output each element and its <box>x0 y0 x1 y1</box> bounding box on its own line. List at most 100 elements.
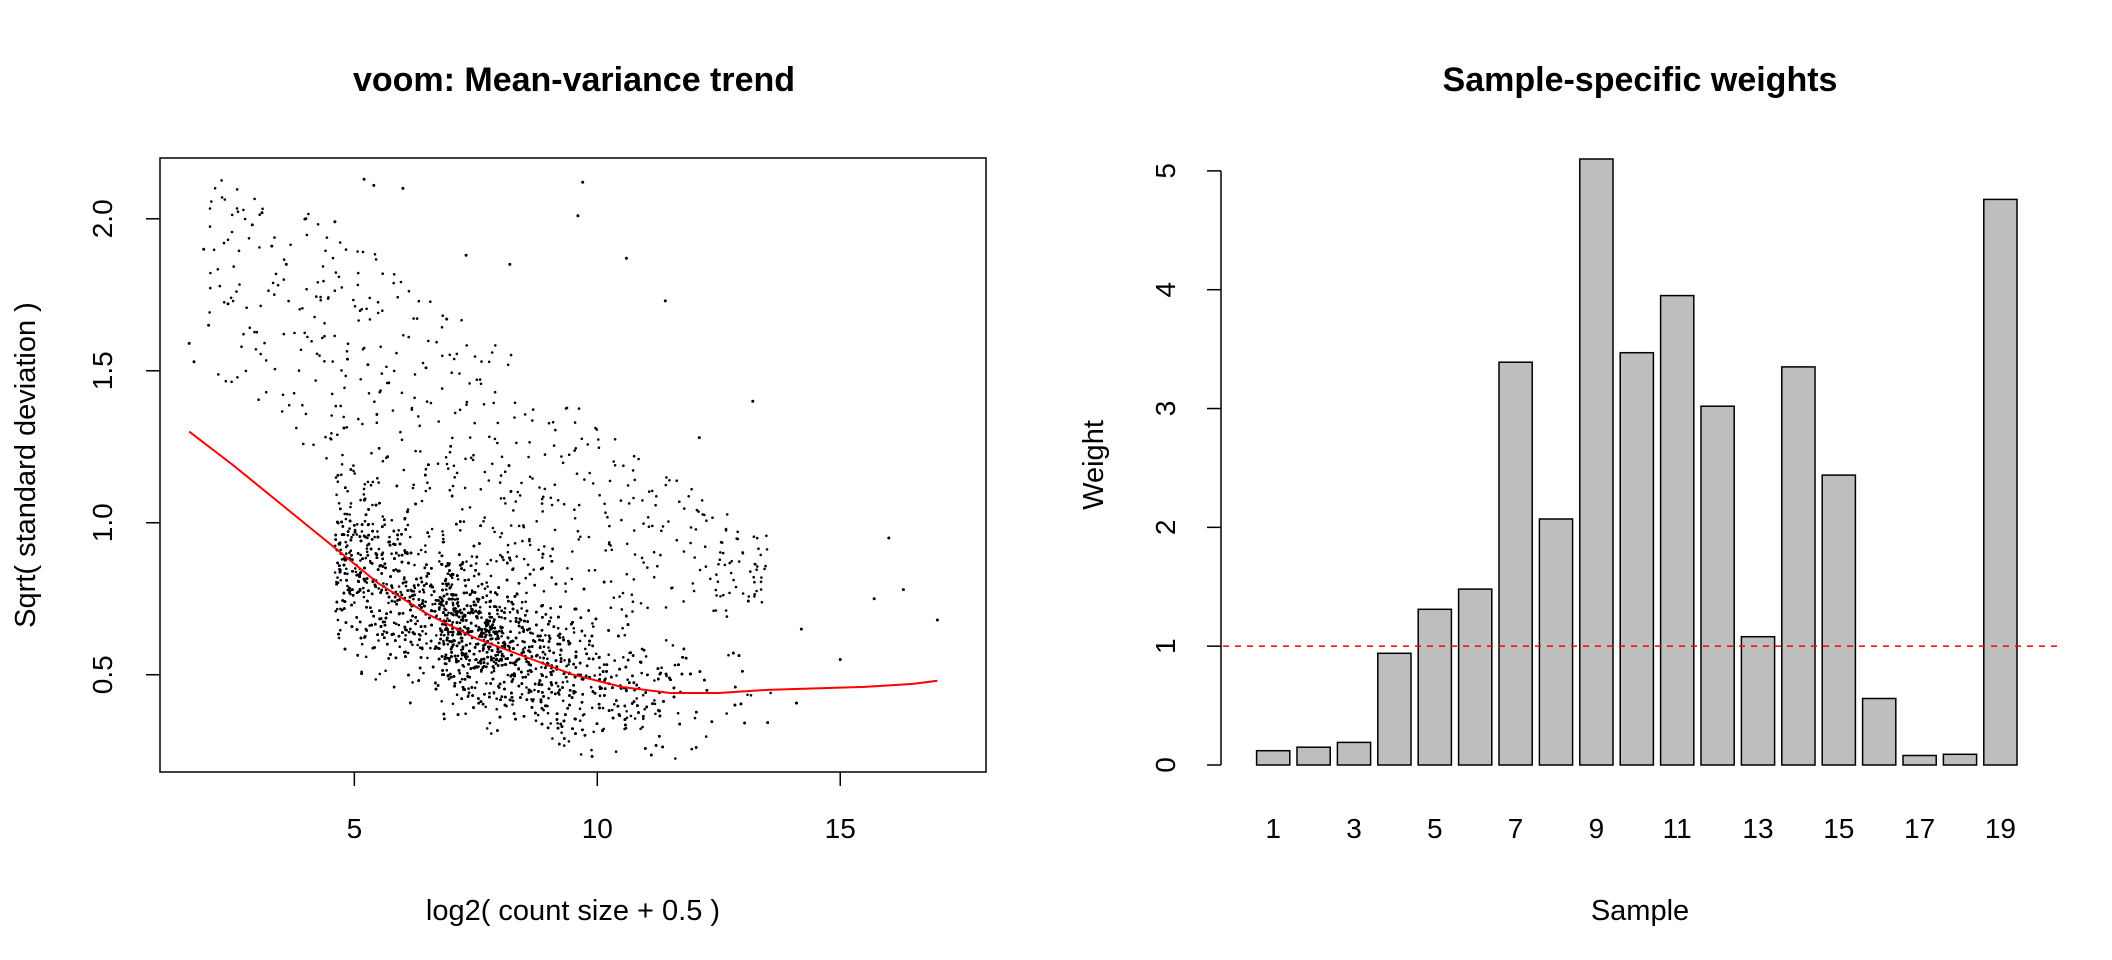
scatter-point <box>369 483 373 487</box>
scatter-point <box>525 686 528 689</box>
scatter-point <box>497 615 501 619</box>
scatter-point <box>385 582 389 586</box>
scatter-point <box>463 568 466 572</box>
scatter-point <box>362 586 365 590</box>
scatter-point <box>457 659 460 663</box>
scatter-point <box>490 671 493 674</box>
scatter-point <box>523 646 527 649</box>
scatter-point <box>486 662 489 665</box>
scatter-point <box>546 657 549 660</box>
scatter-point <box>492 660 496 663</box>
scatter-point <box>443 633 446 637</box>
scatter-point <box>660 666 663 669</box>
scatter-point <box>566 680 569 683</box>
scatter-point <box>412 597 415 601</box>
scatter-point <box>348 513 351 516</box>
scatter-point <box>625 716 629 720</box>
scatter-point <box>335 607 339 611</box>
scatter-point <box>374 678 378 681</box>
scatter-point <box>524 600 527 604</box>
scatter-point <box>348 527 351 530</box>
scatter-point <box>353 567 357 570</box>
scatter-point <box>613 703 616 706</box>
scatter-point <box>387 601 390 605</box>
scatter-point <box>466 672 469 675</box>
scatter-point <box>378 672 382 676</box>
scatter-point <box>373 535 377 539</box>
scatter-point <box>396 537 400 541</box>
scatter-point <box>551 737 554 740</box>
scatter-point <box>527 673 530 676</box>
scatter-point <box>467 691 471 694</box>
scatter-point <box>485 682 488 685</box>
scatter-point <box>467 687 470 690</box>
scatter-point <box>565 664 568 668</box>
scatter-point <box>442 639 445 643</box>
scatter-point <box>516 609 519 613</box>
scatter-point <box>449 630 453 634</box>
scatter-point <box>448 659 451 663</box>
scatter-point <box>366 480 370 484</box>
scatter-point <box>545 675 548 679</box>
scatter-point <box>508 611 512 614</box>
scatter-point <box>602 663 606 666</box>
scatter-point <box>447 633 450 636</box>
scatter-point <box>426 656 429 660</box>
scatter-point <box>427 535 431 538</box>
scatter-point <box>629 714 633 718</box>
scatter-point <box>448 488 452 492</box>
scatter-point <box>451 601 455 605</box>
scatter-point <box>578 707 582 710</box>
scatter-point <box>492 669 496 673</box>
scatter-point <box>556 685 560 688</box>
scatter-point <box>411 681 414 684</box>
scatter-point <box>440 622 444 626</box>
scatter-point <box>468 642 472 645</box>
scatter-point <box>727 653 730 657</box>
scatter-point <box>590 748 593 752</box>
scatter-point <box>480 631 483 635</box>
scatter-point <box>549 606 552 610</box>
scatter-point <box>495 707 499 711</box>
scatter-point <box>527 691 530 695</box>
scatter-point <box>673 663 677 667</box>
scatter-point <box>549 616 553 619</box>
scatter-point <box>447 677 451 681</box>
scatter-point <box>390 518 394 522</box>
scatter-point <box>416 619 419 623</box>
scatter-point <box>475 597 479 601</box>
scatter-point <box>450 576 454 579</box>
scatter-point <box>506 543 510 547</box>
scatter-point <box>561 681 565 684</box>
scatter-point <box>455 693 459 696</box>
scatter-point <box>460 648 463 652</box>
scatter-point <box>521 640 524 643</box>
scatter-point <box>489 574 493 578</box>
scatter-point <box>412 590 416 593</box>
scatter-point <box>520 693 524 696</box>
scatter-point <box>368 624 372 627</box>
scatter-point <box>402 577 406 581</box>
scatter-point <box>492 657 496 660</box>
scatter-point <box>520 607 523 610</box>
scatter-point <box>532 568 535 571</box>
scatter-point <box>377 587 381 590</box>
scatter-point <box>424 544 427 547</box>
scatter-point <box>643 707 646 711</box>
scatter-point <box>397 554 401 557</box>
scatter-point <box>364 655 368 659</box>
scatter-point <box>359 559 362 562</box>
scatter-point <box>626 678 629 681</box>
scatter-point <box>451 603 455 607</box>
scatter-point <box>556 634 560 637</box>
scatter-point <box>458 680 462 684</box>
scatter-point <box>488 691 491 695</box>
scatter-point <box>346 572 349 576</box>
scatter-point <box>362 487 366 491</box>
scatter-point <box>503 607 507 610</box>
scatter-point <box>490 732 493 735</box>
scatter-point <box>444 456 448 459</box>
scatter-point <box>592 625 595 628</box>
scatter-point <box>594 652 598 656</box>
scatter-point <box>445 669 449 672</box>
